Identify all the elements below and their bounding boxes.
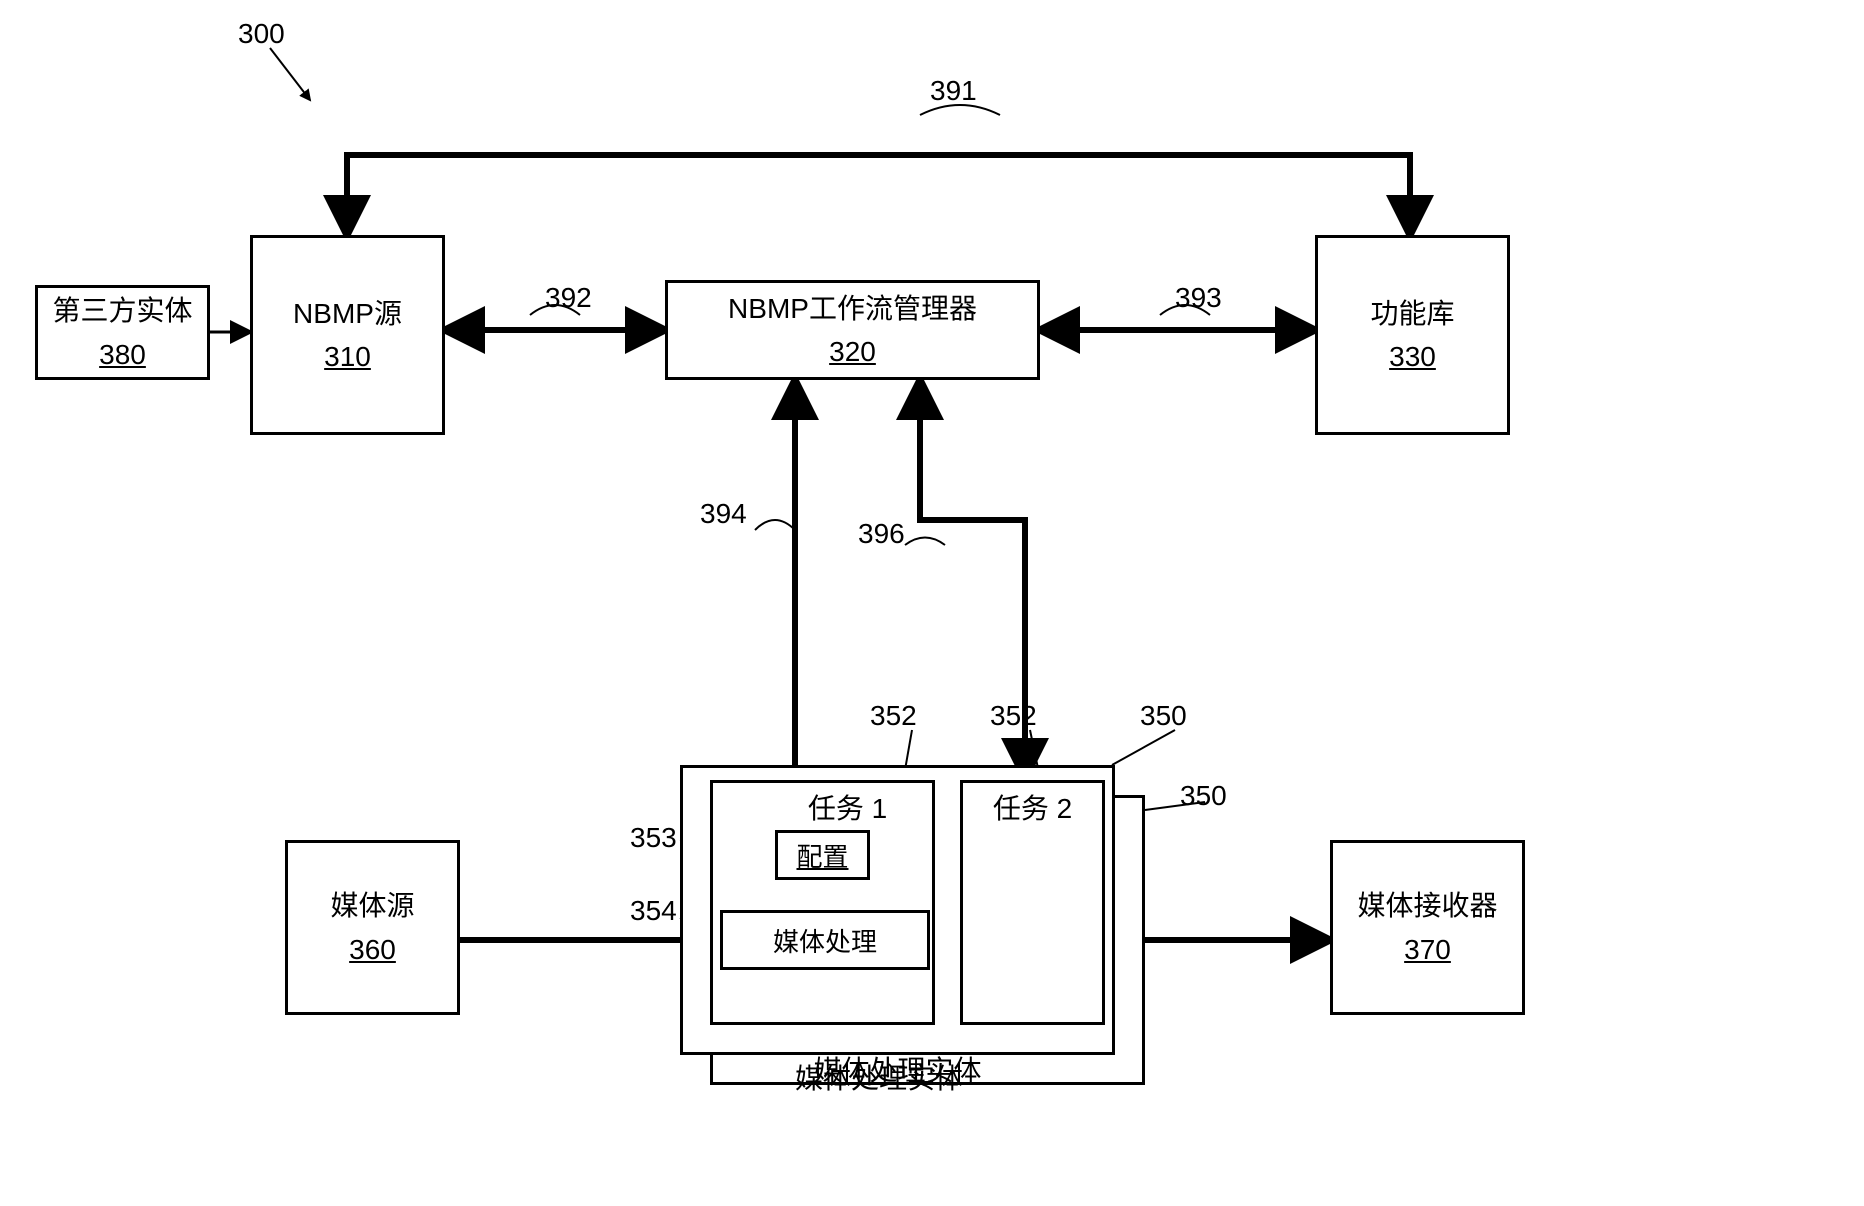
media-proc-label: 媒体处理 bbox=[773, 922, 877, 959]
workflow-manager-ref: 320 bbox=[829, 332, 876, 371]
mpe-label-text: 媒体处理实体 bbox=[795, 1057, 963, 1097]
media-source-box: 媒体源 360 bbox=[285, 840, 460, 1015]
function-library-box: 功能库 330 bbox=[1315, 235, 1510, 435]
nbmp-source-box: NBMP源 310 bbox=[250, 235, 445, 435]
edge-label-394: 394 bbox=[700, 498, 747, 530]
config-box: 配置 bbox=[775, 830, 870, 880]
media-proc-box: 媒体处理 bbox=[720, 910, 930, 970]
edge-label-350b: 350 bbox=[1180, 780, 1227, 812]
media-sink-ref: 370 bbox=[1404, 930, 1451, 969]
workflow-manager-label: NBMP工作流管理器 bbox=[728, 289, 977, 328]
edge-label-354: 354 bbox=[630, 895, 677, 927]
task2-box: 任务 2 bbox=[960, 780, 1105, 1025]
leader-300_arrow bbox=[270, 48, 310, 100]
edge-label-353: 353 bbox=[630, 822, 677, 854]
figure-ref-label: 300 bbox=[238, 18, 285, 50]
media-sink-box: 媒体接收器 370 bbox=[1330, 840, 1525, 1015]
media-source-ref: 360 bbox=[349, 930, 396, 969]
diagram-canvas: 第三方实体 380 NBMP源 310 NBMP工作流管理器 320 功能库 3… bbox=[0, 0, 1864, 1206]
leader-350a_line bbox=[1112, 730, 1175, 765]
label-curve-396 bbox=[905, 538, 945, 546]
task2-label: 任务 2 bbox=[993, 789, 1072, 828]
label-curve-394 bbox=[755, 520, 795, 530]
edge-label-352b: 352 bbox=[990, 700, 1037, 732]
edge-label-352a: 352 bbox=[870, 700, 917, 732]
function-library-ref: 330 bbox=[1389, 337, 1436, 376]
task1-box: 任务 1 bbox=[710, 780, 935, 1025]
leader-352a_line bbox=[905, 730, 912, 770]
nbmp-source-label: NBMP源 bbox=[293, 294, 402, 333]
function-library-label: 功能库 bbox=[1370, 294, 1454, 333]
task1-label: 任务 1 bbox=[808, 789, 887, 828]
edge-label-392: 392 bbox=[545, 282, 592, 314]
edge-label-391: 391 bbox=[930, 75, 977, 107]
third-party-entity-box: 第三方实体 380 bbox=[35, 285, 210, 380]
nbmp-source-ref: 310 bbox=[324, 337, 371, 376]
media-source-label: 媒体源 bbox=[330, 886, 414, 925]
edge-label-396: 396 bbox=[858, 518, 905, 550]
edge-label-350a: 350 bbox=[1140, 700, 1187, 732]
config-label: 配置 bbox=[796, 837, 848, 874]
third-party-label: 第三方实体 bbox=[52, 291, 192, 330]
edge-label-393: 393 bbox=[1175, 282, 1222, 314]
media-sink-label: 媒体接收器 bbox=[1357, 886, 1497, 925]
third-party-ref: 380 bbox=[99, 335, 146, 374]
workflow-manager-box: NBMP工作流管理器 320 bbox=[665, 280, 1040, 380]
edge-391 bbox=[347, 155, 1410, 235]
